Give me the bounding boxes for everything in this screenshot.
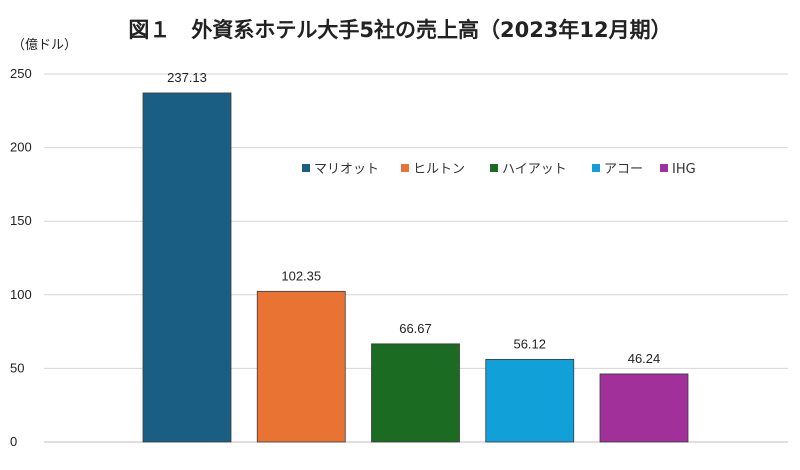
y-tick-label: 200 [10,140,32,155]
y-tick-label: 50 [10,360,24,375]
y-tick-label: 150 [10,213,32,228]
data-label: 102.35 [281,268,321,283]
y-tick-label: 0 [10,434,17,449]
legend-swatch [302,164,310,172]
legend-label: ヒルトン [413,162,465,177]
legend-label: IHG [672,162,696,177]
legend-swatch [401,164,409,172]
legend-swatch [592,164,600,172]
legend-label: マリオット [314,162,379,177]
legend-label: ハイアット [502,162,567,177]
bar [599,373,689,443]
bar [142,92,232,443]
bar [485,358,575,443]
bars [142,92,689,443]
legend-swatch [490,164,498,172]
data-labels: 237.13 102.35 66.67 56.12 46.24 [167,70,660,366]
legend: マリオット ヒルトン ハイアット アコー IHG [302,162,696,177]
legend-label: アコー [604,162,643,177]
y-axis-unit-label: （億ドル） [12,37,77,53]
y-axis-ticks: 0 50 100 150 200 250 [10,66,32,449]
y-tick-label: 100 [10,287,32,302]
legend-swatch [660,164,668,172]
bar [256,290,346,443]
data-label: 56.12 [513,336,546,351]
bar [371,343,460,443]
data-label: 46.24 [628,351,661,366]
chart-title: 図１ 外資系ホテル大手5社の売上高（2023年12月期） [128,18,671,42]
data-label: 66.67 [399,321,432,336]
y-tick-label: 250 [10,66,32,81]
data-label: 237.13 [167,70,207,85]
